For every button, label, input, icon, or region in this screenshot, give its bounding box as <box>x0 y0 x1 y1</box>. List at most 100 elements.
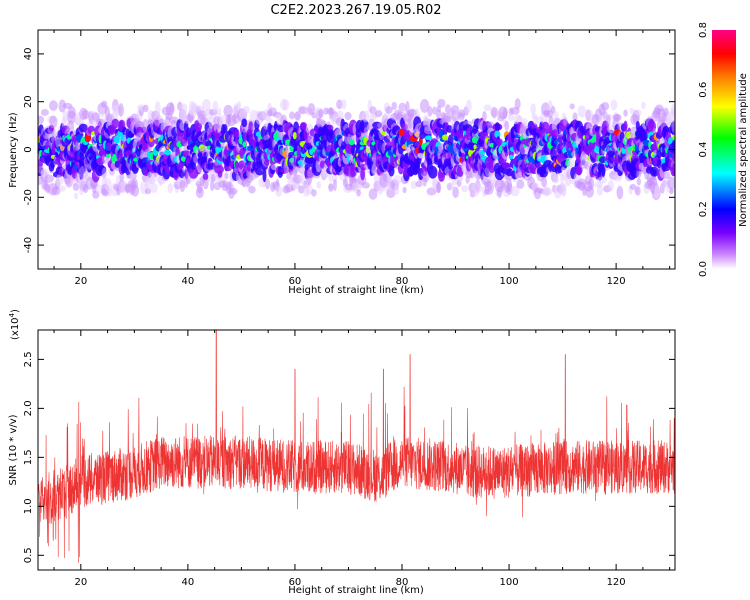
heat-blob <box>170 119 177 129</box>
heat-blob <box>496 186 503 199</box>
colorbar-tick-label: 0.2 <box>698 201 709 217</box>
heat-blob <box>446 182 455 190</box>
snr-ytick-label: 2.0 <box>23 400 34 416</box>
heat-blob <box>328 174 333 183</box>
colorbar-tick-label: 0.0 <box>698 261 709 277</box>
heat-blob <box>588 177 595 190</box>
heat-blob <box>634 186 641 196</box>
heat-blob <box>202 172 209 181</box>
snr-xtick-label: 80 <box>396 577 409 588</box>
heat-blob <box>671 150 675 162</box>
heat-blob <box>294 111 301 121</box>
spectrogram-xlabel: Height of straight line (km) <box>288 285 424 296</box>
heat-blob <box>289 111 295 120</box>
snr-xtick-label: 20 <box>74 577 87 588</box>
heat-blob <box>465 99 472 113</box>
heat-blob <box>348 139 355 146</box>
heat-blob <box>222 124 228 134</box>
heat-blob <box>164 149 172 156</box>
heat-blob <box>649 166 659 177</box>
heat-blob <box>144 187 152 195</box>
heat-blob <box>552 176 559 184</box>
heat-blob <box>374 110 383 118</box>
snr-ytick-label: 1.0 <box>23 498 34 514</box>
heat-blob <box>424 135 433 141</box>
snr-ytick-label: 2.5 <box>23 351 34 367</box>
heat-blob <box>569 103 575 110</box>
snr-ytick-label: 0.5 <box>23 547 34 563</box>
snr-xtick-label: 120 <box>607 577 626 588</box>
heat-blob <box>639 129 648 143</box>
heat-blob <box>669 188 674 195</box>
heat-blob <box>576 165 582 176</box>
heat-blob <box>101 100 108 108</box>
heat-blob <box>150 183 158 194</box>
spectrogram-panel: 20 40 60 80 100 120 -40 -20 0 20 40 Height of stra… <box>8 29 676 296</box>
heat-blob <box>428 165 438 179</box>
heat-blob <box>229 188 238 195</box>
heat-blob <box>468 171 475 179</box>
heat-blob <box>265 178 271 190</box>
heat-blob <box>307 103 316 115</box>
heat-blob <box>218 115 228 127</box>
heat-blob <box>210 173 216 183</box>
heat-blob <box>336 99 343 110</box>
spectrogram-xtick-label: 100 <box>500 276 519 287</box>
spectrogram-ytick-label: -40 <box>23 237 34 253</box>
heat-blob <box>461 185 469 193</box>
heat-blob <box>550 105 556 114</box>
heat-blob <box>543 187 553 196</box>
heat-blob <box>494 122 500 132</box>
heat-blob <box>275 185 283 197</box>
colorbar-gradient <box>712 30 736 269</box>
heat-blob <box>90 181 99 188</box>
heat-blob <box>584 161 590 170</box>
heat-blob <box>672 134 675 140</box>
snr-xtick-label: 100 <box>500 577 519 588</box>
heat-blob <box>667 176 675 190</box>
heat-blob <box>38 115 45 125</box>
heat-blob <box>509 154 514 160</box>
heat-blob <box>344 111 352 121</box>
heat-blob <box>482 110 487 122</box>
heat-blob <box>486 178 492 192</box>
heat-blob <box>410 180 417 190</box>
heat-blob <box>101 167 107 179</box>
spectrogram-ytick-label: 20 <box>23 95 34 108</box>
heat-blob <box>496 138 503 147</box>
heat-blob <box>613 114 621 121</box>
heat-blob <box>361 110 370 123</box>
heat-blob <box>483 104 492 112</box>
heat-blob <box>636 177 642 186</box>
spectrogram-xtick-label: 120 <box>607 276 626 287</box>
heat-blob <box>552 128 560 139</box>
heat-blob <box>311 189 317 197</box>
snr-exponent: (x104) <box>8 309 21 340</box>
heat-blob <box>514 98 521 110</box>
heat-blob <box>360 167 366 181</box>
heat-blob <box>341 99 347 110</box>
snr-frame <box>37 329 676 571</box>
heat-blob <box>293 121 299 132</box>
heat-blob <box>72 183 80 191</box>
colorbar-tick-label: 0.6 <box>698 82 709 98</box>
heat-blob <box>606 114 611 127</box>
heat-blob <box>541 121 550 131</box>
heat-blob <box>363 127 368 138</box>
heat-blob <box>104 177 112 192</box>
heat-blob <box>95 118 106 127</box>
colorbar-ticks: 0.0 0.2 0.4 0.6 0.8 <box>698 22 709 277</box>
heat-blob <box>119 172 125 182</box>
heat-blob <box>40 108 49 116</box>
colorbar-label: Normalized spectral amplitude <box>738 73 749 227</box>
heat-blob <box>58 185 67 192</box>
heat-blob <box>432 106 437 115</box>
heat-blob <box>332 178 337 192</box>
heat-blob <box>530 103 537 115</box>
heat-blob <box>248 185 256 194</box>
heat-blob <box>49 100 58 111</box>
heat-blob <box>223 104 233 118</box>
heat-blob <box>383 111 391 121</box>
heat-blob <box>661 171 671 180</box>
